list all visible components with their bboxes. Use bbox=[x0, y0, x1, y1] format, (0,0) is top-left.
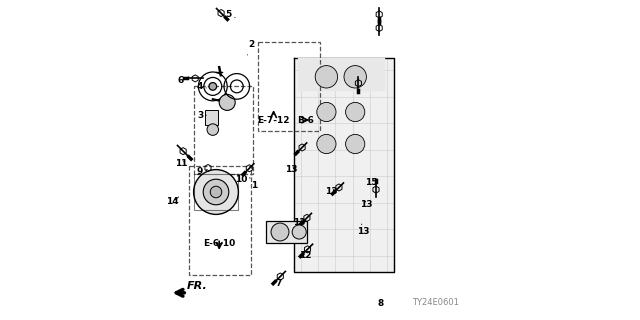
Circle shape bbox=[209, 83, 216, 90]
Text: 2: 2 bbox=[248, 40, 254, 55]
Circle shape bbox=[346, 102, 365, 122]
Text: E-6-10: E-6-10 bbox=[203, 239, 236, 248]
Text: 13: 13 bbox=[360, 200, 372, 209]
Bar bbox=[266, 221, 307, 243]
Circle shape bbox=[204, 179, 229, 205]
Text: E-7-12: E-7-12 bbox=[257, 116, 290, 124]
Circle shape bbox=[219, 94, 236, 110]
Text: 14: 14 bbox=[166, 197, 179, 206]
Bar bbox=[193, 174, 239, 210]
Text: 8: 8 bbox=[378, 300, 384, 308]
Text: 15: 15 bbox=[365, 178, 378, 187]
Text: 13: 13 bbox=[325, 188, 337, 196]
Text: 12: 12 bbox=[300, 252, 312, 260]
Text: TY24E0601: TY24E0601 bbox=[412, 298, 460, 307]
Circle shape bbox=[207, 124, 219, 135]
Text: 1: 1 bbox=[250, 178, 257, 190]
Text: 7: 7 bbox=[275, 279, 282, 288]
Text: 13: 13 bbox=[285, 165, 298, 174]
Text: 6: 6 bbox=[178, 76, 189, 84]
Text: 9: 9 bbox=[197, 167, 207, 176]
Text: 13: 13 bbox=[357, 224, 369, 236]
Text: 3: 3 bbox=[197, 111, 206, 120]
Circle shape bbox=[271, 223, 289, 241]
Text: B-6: B-6 bbox=[297, 116, 314, 124]
Text: 11: 11 bbox=[175, 159, 187, 168]
Bar bbox=[205, 110, 218, 125]
Text: 4: 4 bbox=[197, 82, 206, 91]
Circle shape bbox=[317, 134, 336, 154]
Text: 5: 5 bbox=[226, 10, 236, 19]
Text: FR.: FR. bbox=[187, 281, 208, 291]
Circle shape bbox=[346, 134, 365, 154]
Circle shape bbox=[317, 102, 336, 122]
Text: 13: 13 bbox=[293, 218, 305, 227]
Circle shape bbox=[315, 66, 338, 88]
Text: 10: 10 bbox=[236, 175, 248, 184]
Circle shape bbox=[292, 225, 307, 239]
Circle shape bbox=[344, 66, 366, 88]
Circle shape bbox=[193, 170, 239, 214]
Circle shape bbox=[210, 186, 222, 198]
